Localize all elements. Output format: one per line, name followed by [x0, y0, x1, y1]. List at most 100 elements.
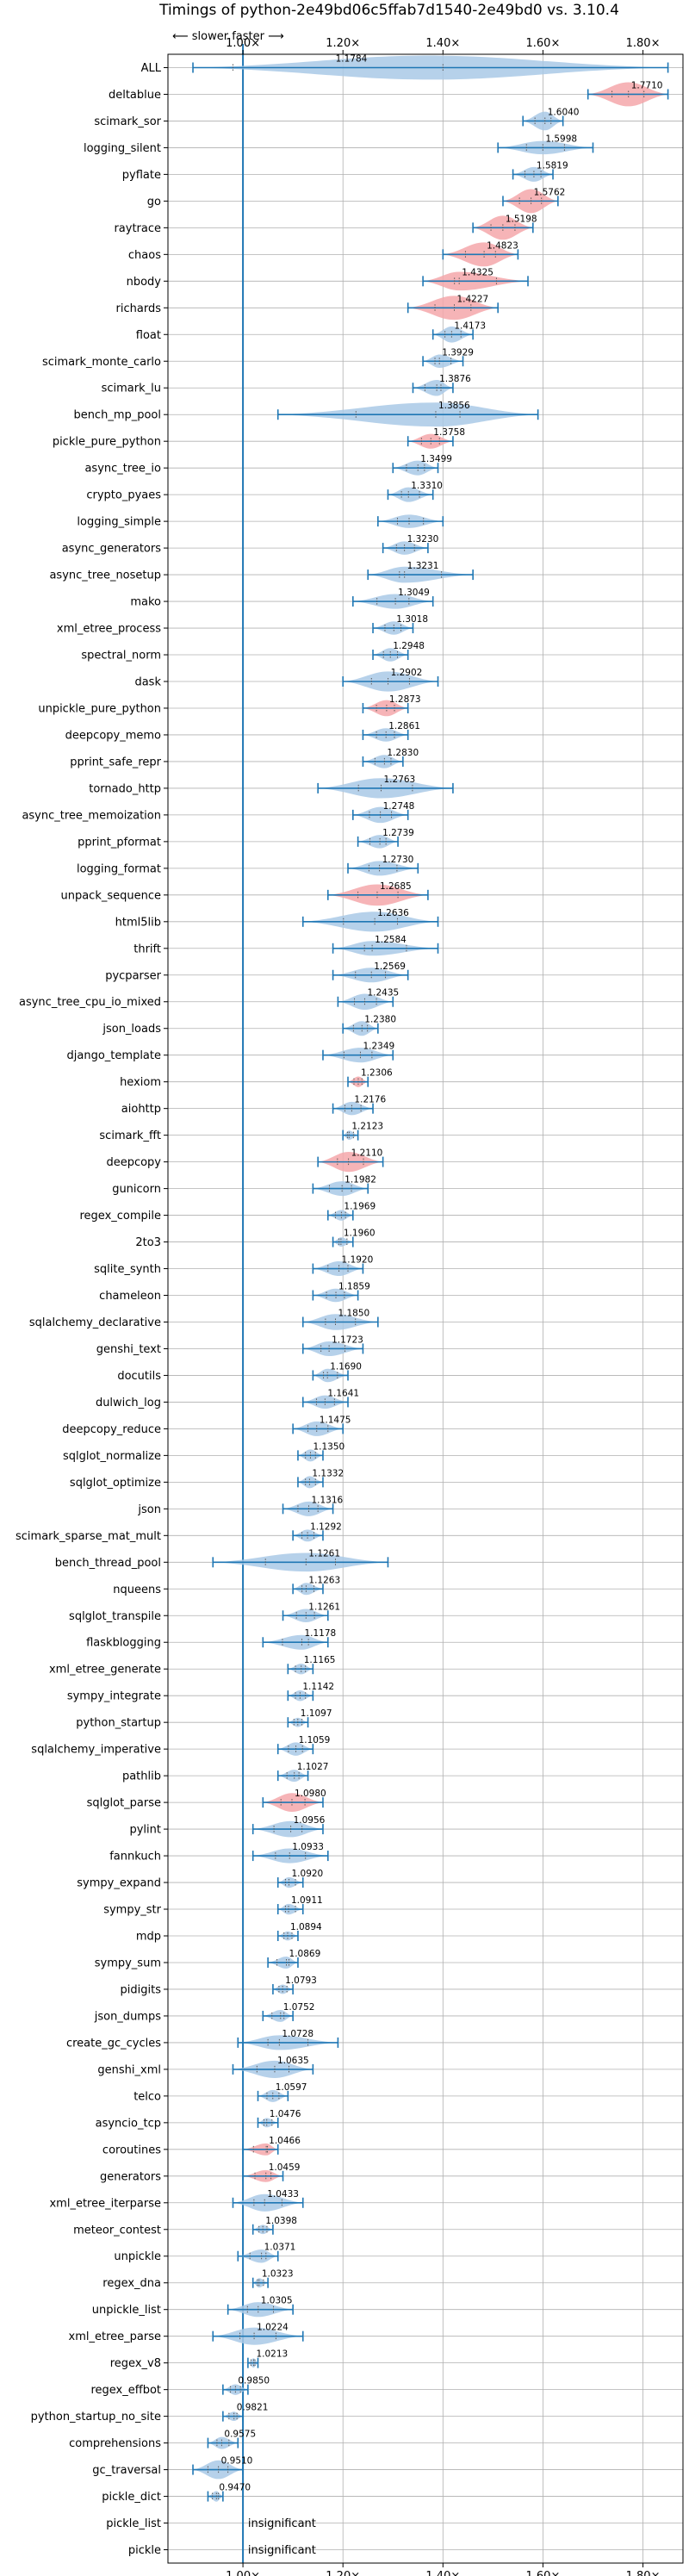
category-label: deltablue	[109, 89, 161, 102]
category-label: sympy_expand	[77, 1877, 161, 1890]
category-label: tornado_http	[89, 782, 161, 795]
category-label: deepcopy_reduce	[62, 1423, 161, 1436]
category-label: sqlalchemy_declarative	[29, 1316, 161, 1329]
category-label: meteor_contest	[73, 2224, 161, 2237]
category-label: create_gc_cycles	[66, 2037, 161, 2050]
category-label: chameleon	[99, 1290, 161, 1303]
category-label: pprint_pformat	[78, 836, 161, 849]
value-label: 1.1292	[310, 1521, 342, 1532]
category-label: xml_etree_iterparse	[49, 2197, 161, 2210]
category-label: telco	[133, 2090, 161, 2103]
value-label: 0.9821	[237, 2403, 269, 2413]
value-label: 1.1859	[338, 1282, 370, 1292]
category-label: raytrace	[114, 222, 161, 235]
category-label: json_loads	[102, 1023, 161, 1036]
x-tick-label-top: 1.40×	[425, 37, 460, 50]
category-label: aiohttp	[121, 1103, 161, 1116]
value-label: 1.1027	[297, 1762, 329, 1772]
value-label: 0.9470	[219, 2483, 251, 2493]
value-label: 0.9510	[221, 2456, 253, 2467]
value-label: 1.1332	[312, 1468, 344, 1478]
insignificant-label: insignificant	[248, 2517, 316, 2530]
category-label: hexiom	[120, 1076, 161, 1089]
value-label: 1.2636	[377, 908, 409, 918]
value-label: 1.2763	[384, 775, 416, 785]
category-label: scimark_sparse_mat_mult	[16, 1530, 161, 1543]
category-label: comprehensions	[69, 2437, 161, 2450]
value-label: 1.5819	[537, 160, 568, 171]
category-label: xml_etree_process	[57, 623, 161, 636]
value-label: 1.4325	[462, 267, 493, 277]
value-label: 1.1784	[336, 53, 368, 64]
value-label: 1.3018	[396, 614, 428, 625]
category-label: scimark_fft	[99, 1129, 161, 1142]
value-label: 1.0597	[276, 2082, 307, 2093]
category-label: nbody	[127, 276, 162, 289]
category-label: pickle_dict	[102, 2491, 161, 2504]
value-label: 1.0224	[257, 2323, 289, 2333]
value-label: 1.1261	[308, 1602, 340, 1612]
category-labels: ALL deltablue scimark_sor logging_silentpyf…	[16, 62, 168, 2557]
value-label: 1.2380	[364, 1015, 396, 1025]
x-tick-label-bottom: 1.40×	[425, 2570, 460, 2576]
category-label: coroutines	[102, 2144, 161, 2156]
value-label: 1.1165	[304, 1655, 336, 1665]
category-label: chaos	[128, 249, 161, 262]
category-label: pycparser	[105, 969, 161, 982]
category-label: dulwich_log	[96, 1397, 161, 1409]
value-label: 1.0371	[264, 2243, 296, 2253]
category-label: sympy_sum	[95, 1957, 161, 1969]
value-label: 1.0894	[290, 1922, 322, 1932]
category-label: async_tree_nosetup	[49, 569, 161, 582]
value-label: 1.0933	[292, 1842, 324, 1852]
category-label: unpickle_list	[92, 2304, 161, 2317]
category-label: async_generators	[62, 543, 162, 556]
value-label: 1.2435	[367, 988, 399, 999]
category-label: sqlalchemy_imperative	[31, 1744, 161, 1757]
value-label: 1.3929	[442, 347, 474, 358]
category-label: unpickle	[114, 2250, 161, 2263]
value-label: 1.5762	[534, 187, 566, 197]
value-label: 1.2861	[388, 721, 420, 731]
value-label: 1.2948	[393, 641, 425, 651]
plot-frame	[167, 53, 684, 2564]
value-label: 1.1097	[301, 1708, 332, 1719]
value-label: 1.2730	[382, 855, 414, 865]
category-label: json	[137, 1503, 161, 1516]
x-tick-label-top: 1.20×	[326, 37, 360, 50]
category-label: sqlglot_transpile	[69, 1610, 161, 1623]
category-label: python_startup_no_site	[31, 2411, 161, 2424]
category-label: go	[147, 196, 161, 208]
category-label: xml_etree_parse	[69, 2330, 161, 2343]
category-label: sqlglot_parse	[87, 1797, 161, 1810]
category-label: float	[136, 329, 161, 342]
x-tick-label-bottom: 1.80×	[626, 2570, 661, 2576]
category-label: ALL	[141, 62, 162, 75]
value-label: 1.0956	[294, 1815, 326, 1826]
category-label: async_tree_cpu_io_mixed	[19, 996, 161, 1009]
x-tick-label-bottom: 1.60×	[526, 2570, 561, 2576]
category-label: genshi_text	[96, 1343, 161, 1356]
value-label: 1.0323	[262, 2269, 294, 2280]
category-label: sqlglot_normalize	[63, 1450, 161, 1463]
category-label: regex_v8	[110, 2357, 161, 2370]
value-label: 0.9850	[238, 2376, 270, 2386]
value-label: 1.0911	[291, 1895, 323, 1906]
category-label: generators	[100, 2170, 161, 2183]
value-label: 1.0920	[292, 1869, 324, 1879]
value-label: 1.1142	[302, 1682, 334, 1692]
value-label: 1.2349	[363, 1042, 394, 1052]
category-label: gunicorn	[112, 1183, 161, 1196]
category-label: regex_compile	[79, 1210, 161, 1223]
value-label: 1.0213	[256, 2349, 288, 2360]
chart-title: Timings of python-2e49bd06c5ffab7d1540-2…	[158, 2, 619, 19]
category-label: mako	[130, 596, 161, 609]
value-label: 1.2739	[382, 828, 414, 838]
category-label: flaskblogging	[86, 1637, 161, 1650]
category-label: html5lib	[115, 916, 161, 929]
category-label: fannkuch	[109, 1851, 161, 1864]
category-label: django_template	[67, 1049, 161, 1062]
value-label: 1.2176	[354, 1095, 386, 1105]
category-label: scimark_lu	[102, 383, 161, 395]
